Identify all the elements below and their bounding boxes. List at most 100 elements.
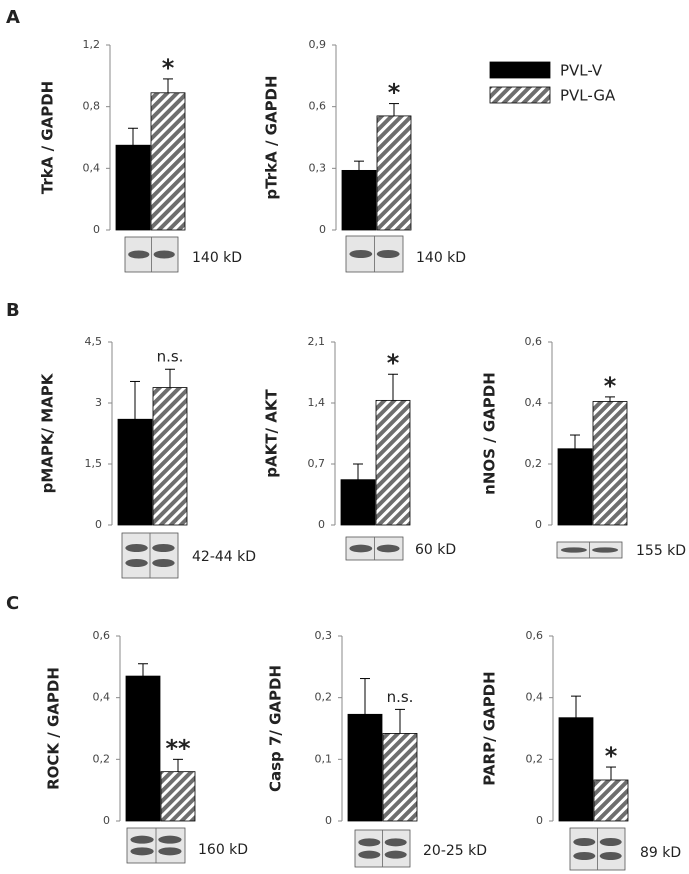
y-axis-label: TrkA / GAPDH — [39, 81, 57, 194]
bar — [593, 779, 629, 822]
significance: * — [604, 372, 617, 400]
bar — [125, 675, 161, 822]
bar — [592, 401, 628, 526]
y-tick-label: 0,6 — [93, 629, 111, 642]
bar — [115, 144, 151, 231]
y-axis-label: pTrkA / GAPDH — [263, 75, 281, 199]
bar — [376, 115, 412, 231]
blot-band — [573, 838, 596, 846]
western-blot — [345, 536, 404, 561]
blot-band — [573, 852, 596, 860]
y-tick-label: 0,6 — [525, 335, 543, 348]
bar — [150, 92, 186, 231]
blot-band — [152, 559, 175, 567]
blot-band — [128, 250, 150, 259]
y-tick-label: 0,2 — [315, 691, 333, 704]
y-tick-label: 4,5 — [85, 335, 103, 348]
blot-band — [158, 847, 182, 856]
y-axis-label: Casp 7/ GAPDH — [267, 665, 285, 792]
significance: * — [162, 54, 175, 82]
blot-band — [153, 250, 175, 259]
y-tick-label: 1,2 — [83, 38, 101, 51]
y-tick-label: 0,2 — [525, 457, 543, 470]
y-tick-label: 0 — [325, 814, 332, 827]
y-tick-label: 0,3 — [309, 161, 327, 174]
blot-size-label: 60 kD — [415, 542, 456, 558]
panel-label: B — [6, 300, 20, 321]
y-tick-label: 0,4 — [93, 691, 111, 704]
western-blot — [556, 541, 623, 559]
y-tick-label: 0,8 — [83, 100, 101, 113]
bar — [117, 418, 153, 526]
y-tick-label: 0,4 — [83, 161, 101, 174]
y-axis-label: PARP/ GAPDH — [481, 671, 499, 785]
blot-size-label: 140 kD — [192, 250, 242, 266]
western-blot — [345, 235, 404, 273]
bar — [557, 448, 593, 526]
y-tick-label: 0,9 — [309, 38, 327, 51]
blot-band — [376, 544, 400, 553]
y-tick-label: 0,2 — [526, 752, 544, 765]
y-tick-label: 2,1 — [308, 335, 326, 348]
significance: n.s. — [157, 348, 184, 366]
blot-band — [152, 544, 175, 552]
western-blot — [121, 532, 179, 579]
blot-band — [384, 838, 407, 847]
panel-label: C — [6, 593, 19, 614]
blot-band — [384, 850, 407, 859]
blot-size-label: 160 kD — [198, 842, 248, 858]
y-tick-label: 0,6 — [526, 629, 544, 642]
blot-size-label: 155 kD — [636, 543, 686, 559]
y-tick-label: 0,4 — [526, 691, 544, 704]
bar — [558, 717, 594, 822]
significance: * — [387, 349, 400, 377]
blot-band — [358, 850, 381, 859]
bar — [160, 771, 196, 822]
blot-band — [592, 547, 619, 553]
bar — [382, 733, 418, 822]
bar — [340, 479, 376, 526]
blot-band — [125, 559, 148, 567]
legend-swatch — [489, 86, 551, 104]
bar — [152, 387, 188, 526]
y-axis-label: pMAPK/ MAPK — [39, 372, 57, 493]
legend-label: PVL-V — [560, 62, 603, 80]
blot-band — [130, 847, 154, 856]
blot-band — [599, 838, 622, 846]
y-tick-label: 0 — [103, 814, 110, 827]
blot-band — [125, 544, 148, 552]
blot-band — [158, 835, 182, 844]
y-tick-label: 0,3 — [315, 629, 333, 642]
blot-band — [349, 544, 373, 553]
legend-label: PVL-GA — [560, 87, 616, 105]
y-tick-label: 0 — [319, 223, 326, 236]
y-tick-label: 0 — [95, 518, 102, 531]
significance: * — [388, 79, 401, 107]
blot-size-label: 20-25 kD — [423, 843, 487, 859]
y-tick-label: 0,6 — [309, 100, 327, 113]
legend-swatch — [489, 61, 551, 79]
y-tick-label: 0 — [318, 518, 325, 531]
blot-band — [376, 250, 400, 258]
y-tick-label: 1,4 — [308, 396, 326, 409]
y-tick-label: 0,4 — [525, 396, 543, 409]
blot-size-label: 89 kD — [640, 845, 681, 861]
blot-band — [358, 838, 381, 847]
western-blot — [124, 236, 179, 273]
y-tick-label: 0 — [93, 223, 100, 236]
y-tick-label: 0 — [535, 518, 542, 531]
blot-size-label: 42-44 kD — [192, 549, 256, 565]
y-tick-label: 3 — [95, 396, 102, 409]
bar — [347, 713, 383, 822]
blot-size-label: 140 kD — [416, 250, 466, 266]
y-tick-label: 0,7 — [308, 457, 326, 470]
y-tick-label: 0,1 — [315, 752, 333, 765]
western-blot — [569, 827, 626, 871]
panel-label: A — [6, 7, 20, 28]
bar — [341, 169, 377, 231]
y-tick-label: 1,5 — [85, 457, 103, 470]
western-blot — [126, 827, 186, 864]
blot-band — [130, 835, 154, 844]
y-tick-label: 0 — [536, 814, 543, 827]
